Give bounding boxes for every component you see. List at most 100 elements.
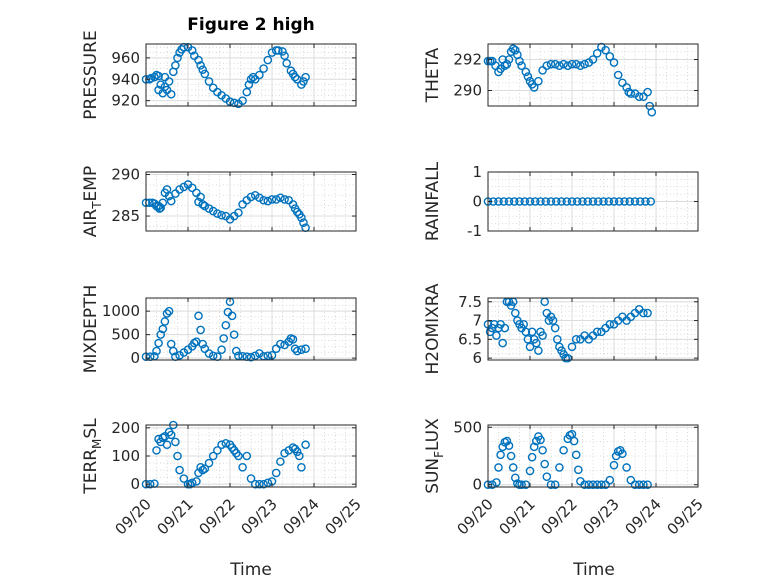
- data-point: [496, 450, 505, 460]
- data-point: [238, 96, 247, 105]
- data-point: [196, 61, 205, 70]
- data-point: [242, 451, 252, 461]
- data-point: [599, 197, 608, 206]
- panel-theta: 290 292 THETA: [423, 42, 699, 117]
- x-tick-label: 09/23: [238, 495, 281, 538]
- data-point: [601, 480, 610, 490]
- data-point: [213, 352, 222, 362]
- data-point: [175, 465, 184, 475]
- axes-box: [487, 297, 699, 361]
- x-tick-label: 09/23: [580, 495, 623, 538]
- panel-rainfall: -1 0 1 RAINFALL: [423, 161, 699, 241]
- data-point: [221, 439, 231, 448]
- x-tick-label: 09/25: [322, 495, 365, 538]
- data-point: [605, 320, 615, 329]
- data-point: [647, 107, 657, 117]
- data-point: [162, 440, 172, 450]
- data-point: [152, 346, 161, 356]
- data-point: [532, 338, 541, 348]
- data-point: [559, 59, 568, 69]
- data-point: [150, 72, 159, 82]
- data-point: [221, 320, 231, 330]
- data-point: [259, 479, 268, 489]
- data-point: [229, 330, 239, 339]
- y-tick-label: 290: [453, 82, 482, 100]
- data-point: [498, 442, 508, 452]
- data-point: [508, 44, 518, 53]
- data-point: [593, 197, 603, 206]
- y-tick-label: 960: [111, 49, 140, 67]
- x-tick-label: 09/22: [196, 495, 239, 538]
- data-point: [578, 197, 587, 206]
- data-point: [626, 475, 636, 485]
- y-tick-label: 500: [111, 326, 140, 344]
- data-point: [562, 197, 572, 206]
- data-point: [555, 463, 564, 472]
- data-point: [271, 195, 281, 204]
- data-point: [643, 480, 652, 490]
- data-point: [194, 197, 203, 207]
- data-point: [567, 197, 577, 206]
- data-point: [198, 465, 207, 475]
- data-point: [263, 351, 273, 361]
- data-point: [158, 198, 168, 208]
- data-point: [515, 56, 524, 66]
- data-point: [217, 210, 226, 220]
- data-point: [538, 445, 547, 455]
- data-point: [580, 59, 589, 69]
- x-axis-label-right: Time: [572, 560, 615, 580]
- data-point: [588, 197, 598, 206]
- data-point: [166, 89, 176, 99]
- data-point: [494, 197, 503, 206]
- data-point: [166, 196, 176, 206]
- y-tick-label: 920: [111, 92, 140, 110]
- data-point: [152, 446, 161, 455]
- y-tick-label: 292: [453, 51, 482, 69]
- panel-air-temp: 285 290 AIRTEMP: [81, 165, 357, 237]
- data-point: [276, 457, 285, 466]
- data-point: [158, 433, 168, 442]
- data-point: [276, 193, 285, 203]
- data-point: [536, 435, 545, 445]
- data-point: [166, 430, 176, 440]
- data-point: [246, 474, 256, 483]
- data-point: [204, 349, 214, 358]
- data-point: [646, 197, 656, 206]
- y-axis-label: PRESSURE: [81, 30, 101, 119]
- data-point: [639, 92, 648, 101]
- data-point: [234, 208, 243, 218]
- data-point: [571, 335, 581, 344]
- data-point: [625, 197, 635, 206]
- data-point: [238, 462, 247, 472]
- y-tick-label: 100: [111, 447, 140, 465]
- data-point: [525, 197, 535, 206]
- data-point: [156, 203, 165, 213]
- y-tick-label: 0: [472, 193, 482, 211]
- y-tick-label: 290: [111, 165, 140, 183]
- data-point: [213, 446, 222, 455]
- data-point: [273, 46, 283, 55]
- data-point: [168, 346, 178, 356]
- data-point: [527, 327, 537, 337]
- data-point: [622, 83, 631, 92]
- data-point: [492, 478, 501, 487]
- y-tick-label: 0: [130, 349, 140, 367]
- data-point: [548, 316, 558, 325]
- y-axis-label: RAINFALL: [423, 161, 443, 241]
- data-point: [231, 346, 241, 356]
- data-point: [510, 45, 520, 55]
- data-point: [504, 55, 514, 64]
- data-point: [550, 480, 560, 490]
- data-point: [250, 351, 260, 361]
- data-point: [297, 345, 306, 354]
- data-point: [204, 204, 214, 213]
- data-point: [592, 480, 602, 490]
- data-point: [208, 451, 218, 461]
- data-point: [551, 197, 561, 206]
- data-point: [498, 338, 508, 348]
- data-point: [517, 480, 526, 490]
